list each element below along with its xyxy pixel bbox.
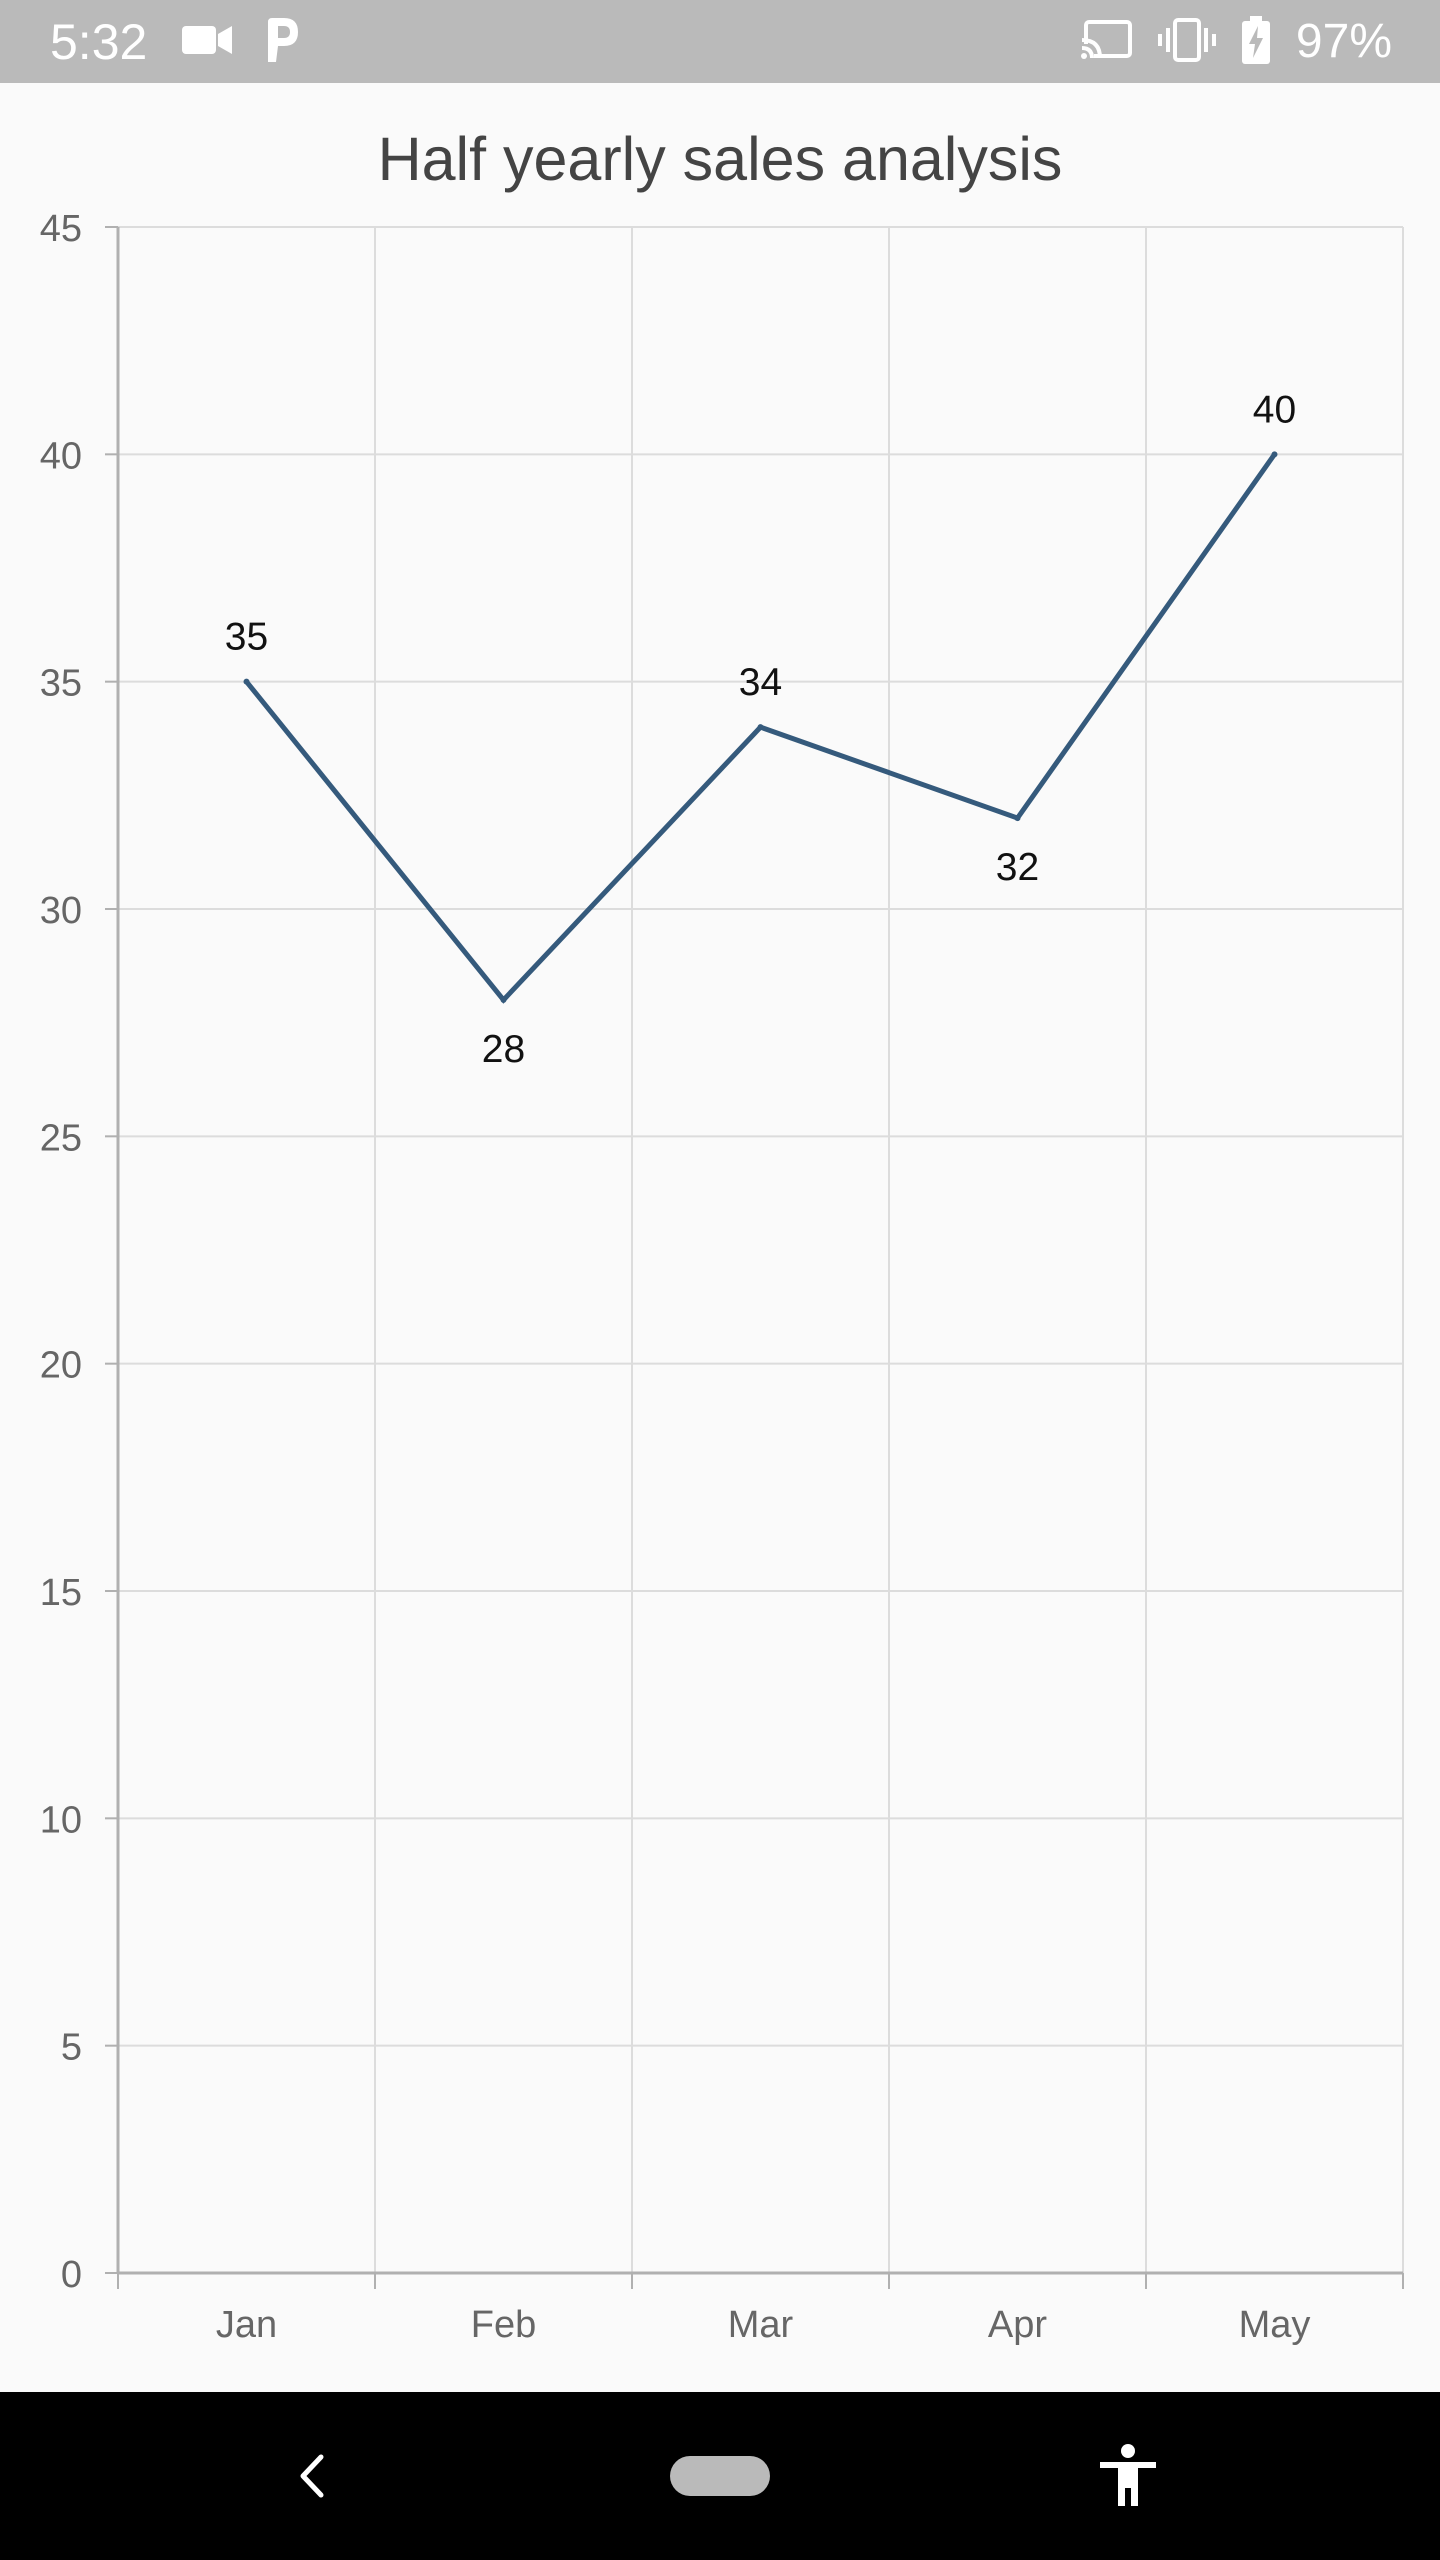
back-icon[interactable] — [262, 2392, 362, 2560]
y-tick-label: 40 — [40, 435, 82, 477]
battery-percentage: 97% — [1295, 15, 1392, 68]
chart-axes: 0 5 10 15 20 25 30 35 40 45 Jan Feb Mar Apr May — [40, 208, 1404, 2346]
cast-icon — [1079, 19, 1132, 65]
y-tick-label: 15 — [40, 1572, 82, 1614]
y-tick-label: 5 — [61, 2027, 82, 2069]
accessibility-icon[interactable] — [1078, 2392, 1178, 2560]
chart-title: Half yearly sales analysis — [377, 125, 1063, 193]
y-tick-label: 20 — [40, 1345, 82, 1387]
y-tick-label: 45 — [40, 208, 82, 250]
data-point — [1271, 451, 1278, 458]
data-point — [243, 678, 250, 685]
chart-grid — [118, 226, 1404, 2273]
status-right: 97% — [1079, 14, 1392, 70]
x-tick-label: Jan — [216, 2304, 277, 2346]
data-label: 35 — [225, 616, 268, 659]
data-point — [500, 996, 507, 1003]
status-time: 5:32 — [50, 14, 148, 70]
navigation-bar — [0, 2392, 1440, 2560]
chart-series — [243, 451, 1278, 1004]
data-label: 32 — [996, 846, 1039, 889]
chart-area: Half yearly sales analysis 0 5 10 15 20 25 30 3… — [0, 83, 1440, 2391]
y-tick-label: 25 — [40, 1117, 82, 1159]
video-camera-icon — [182, 22, 234, 63]
y-tick-label: 35 — [40, 663, 82, 705]
x-tick-label: Feb — [471, 2304, 536, 2346]
x-tick-label: May — [1239, 2304, 1311, 2346]
line-chart: 0 5 10 15 20 25 30 35 40 45 Jan Feb Mar Apr May 35 28 34… — [40, 208, 1404, 2346]
data-label: 40 — [1253, 388, 1296, 431]
data-point — [1014, 815, 1021, 822]
status-left-icons — [182, 17, 300, 67]
data-point — [757, 724, 764, 731]
vibrate-icon — [1157, 17, 1216, 67]
battery-charging-icon — [1241, 15, 1270, 69]
data-label: 28 — [482, 1028, 525, 1071]
p-app-icon — [264, 17, 300, 67]
y-tick-label: 30 — [40, 890, 82, 932]
home-pill-icon[interactable] — [660, 2392, 780, 2560]
y-tick-label: 10 — [40, 1799, 82, 1841]
data-label: 34 — [739, 661, 782, 704]
x-tick-label: Mar — [728, 2304, 794, 2346]
y-tick-label: 0 — [61, 2254, 82, 2296]
status-bar: 5:32 97% — [0, 0, 1440, 83]
x-tick-label: Apr — [988, 2304, 1047, 2346]
chart-labels: 35 28 34 32 40 — [225, 388, 1296, 1071]
